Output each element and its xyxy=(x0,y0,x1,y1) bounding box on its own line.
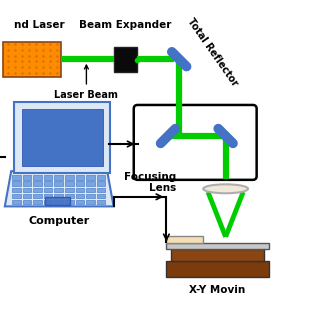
Text: Computer: Computer xyxy=(28,216,90,226)
Bar xyxy=(33,188,42,192)
Bar xyxy=(12,194,21,198)
Bar xyxy=(44,194,52,198)
Bar xyxy=(97,200,105,204)
FancyBboxPatch shape xyxy=(134,105,257,180)
Bar xyxy=(12,181,21,186)
Bar xyxy=(12,200,21,204)
Text: Beam Expander: Beam Expander xyxy=(79,20,171,30)
Text: X-Y Movin: X-Y Movin xyxy=(189,285,245,295)
FancyBboxPatch shape xyxy=(14,102,110,173)
Bar xyxy=(76,200,84,204)
Bar xyxy=(54,200,63,204)
Bar xyxy=(76,175,84,180)
Bar xyxy=(65,181,74,186)
Text: nd Laser: nd Laser xyxy=(14,20,65,30)
Bar xyxy=(54,175,63,180)
Bar xyxy=(23,175,31,180)
Polygon shape xyxy=(5,171,114,206)
Bar xyxy=(76,181,84,186)
Bar xyxy=(86,188,95,192)
Bar xyxy=(44,200,52,204)
Bar xyxy=(86,194,95,198)
Bar xyxy=(33,181,42,186)
Bar xyxy=(86,181,95,186)
Ellipse shape xyxy=(203,184,248,193)
Bar xyxy=(45,197,70,205)
Bar xyxy=(44,175,52,180)
Bar xyxy=(23,181,31,186)
Bar xyxy=(86,175,95,180)
Bar xyxy=(97,194,105,198)
Bar xyxy=(65,200,74,204)
Bar xyxy=(12,188,21,192)
Bar xyxy=(65,194,74,198)
Bar xyxy=(171,249,264,261)
Bar xyxy=(65,188,74,192)
Bar xyxy=(23,194,31,198)
Text: Focusing
Lens: Focusing Lens xyxy=(124,172,176,193)
Text: Laser Beam: Laser Beam xyxy=(54,65,118,100)
Bar xyxy=(54,188,63,192)
Bar xyxy=(33,175,42,180)
Bar xyxy=(44,188,52,192)
Bar xyxy=(22,109,103,166)
Bar xyxy=(33,200,42,204)
Bar xyxy=(44,181,52,186)
Text: Total Reflector: Total Reflector xyxy=(185,16,240,88)
Bar xyxy=(76,188,84,192)
Bar xyxy=(54,181,63,186)
Bar xyxy=(76,194,84,198)
Bar xyxy=(166,261,269,277)
Bar xyxy=(166,243,269,249)
Bar xyxy=(3,42,61,77)
Bar xyxy=(33,194,42,198)
Bar xyxy=(23,188,31,192)
Bar xyxy=(166,236,203,243)
Bar xyxy=(114,47,137,72)
Bar xyxy=(23,200,31,204)
Bar xyxy=(65,175,74,180)
Bar xyxy=(97,181,105,186)
Bar xyxy=(97,188,105,192)
Bar xyxy=(12,175,21,180)
Bar xyxy=(54,194,63,198)
Bar xyxy=(86,200,95,204)
Bar xyxy=(97,175,105,180)
